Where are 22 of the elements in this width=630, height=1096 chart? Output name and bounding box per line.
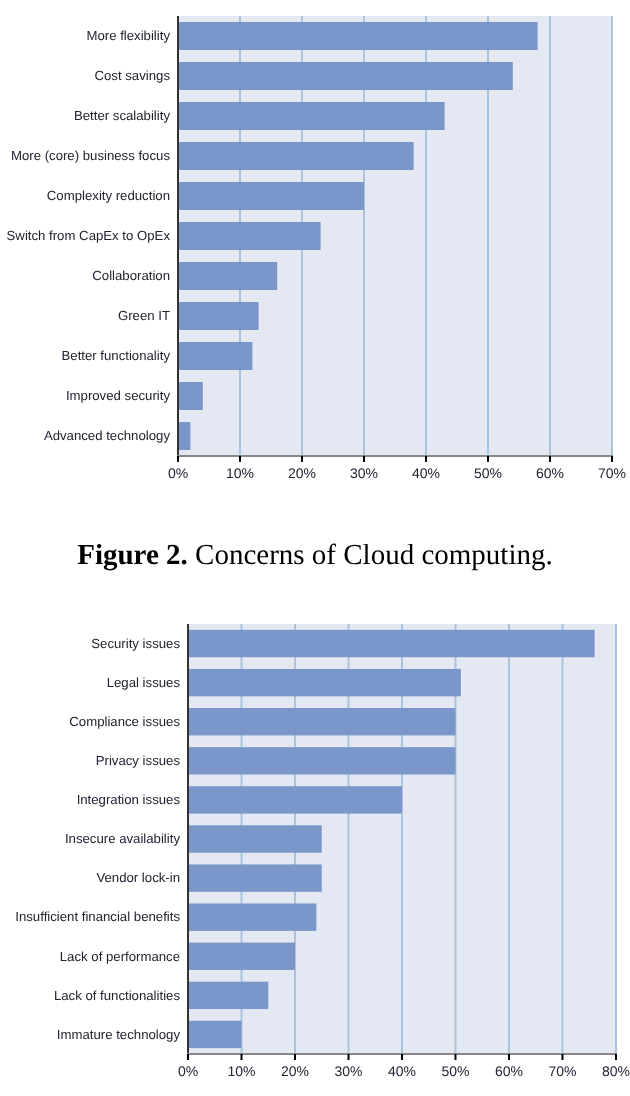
bar: [178, 142, 414, 170]
bar: [188, 981, 269, 1010]
bar: [178, 102, 445, 130]
bar: [188, 864, 322, 892]
bar: [178, 22, 538, 50]
bar: [188, 942, 295, 970]
bar: [188, 668, 461, 697]
bar: [178, 222, 321, 250]
bar: [188, 903, 317, 931]
bar: [178, 182, 364, 210]
bar: [178, 262, 278, 290]
bar: [178, 302, 259, 330]
chart-title: Figure 2. Concerns of Cloud computing.: [77, 540, 553, 572]
bar: [188, 786, 402, 814]
bar: [188, 825, 322, 853]
bar: [178, 342, 253, 370]
bar: [188, 1020, 242, 1049]
bar: [188, 629, 595, 658]
bar: [188, 747, 456, 775]
bar: [178, 382, 203, 410]
bar: [178, 62, 513, 90]
bar: [188, 708, 456, 736]
